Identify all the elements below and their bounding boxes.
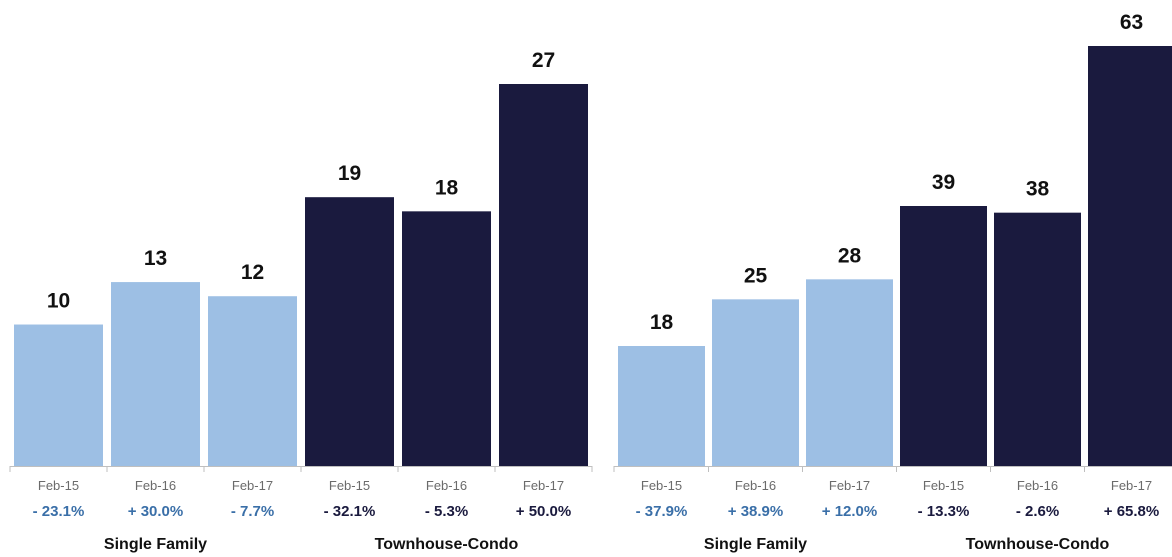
percent-change-label: - 7.7% [231,503,274,520]
x-tick-label: Feb-15 [641,478,682,493]
x-tick-label: Feb-17 [232,478,273,493]
percent-change-label: - 5.3% [425,503,468,520]
x-tick-label: Feb-15 [329,478,370,493]
bar-value-label: 12 [241,261,264,284]
bar-townhouse-condo-feb-15 [900,206,987,466]
bar-single-family-feb-17 [806,279,893,466]
percent-change-label: - 32.1% [324,503,376,520]
percent-change-label: + 30.0% [128,503,183,520]
bar-value-label: 63 [1120,11,1143,34]
bar-single-family-feb-17 [208,296,297,466]
bar-townhouse-condo-feb-16 [994,213,1081,466]
percent-change-label: - 37.9% [636,503,688,520]
x-tick-label: Feb-17 [829,478,870,493]
x-tick-label: Feb-16 [735,478,776,493]
percent-change-label: - 23.1% [33,503,85,520]
bar-single-family-feb-15 [14,325,103,466]
group-label: Single Family [104,536,207,553]
bar-single-family-feb-16 [712,299,799,466]
x-tick-label: Feb-15 [923,478,964,493]
x-tick-label: Feb-17 [1111,478,1152,493]
bar-townhouse-condo-feb-15 [305,197,394,466]
bar-townhouse-condo-feb-16 [402,211,491,466]
x-tick-label: Feb-17 [523,478,564,493]
percent-change-label: + 12.0% [822,503,877,520]
bar-value-label: 25 [744,264,768,287]
bar-value-label: 28 [838,244,862,267]
bar-value-label: 10 [47,290,70,313]
bar-value-label: 13 [144,247,167,270]
percent-change-label: + 50.0% [516,503,571,520]
percent-change-label: - 13.3% [918,503,970,520]
bar-single-family-feb-16 [111,282,200,466]
bar-value-label: 18 [435,176,459,199]
x-tick-label: Feb-16 [135,478,176,493]
bar-value-label: 39 [932,171,955,194]
bar-townhouse-condo-feb-17 [499,84,588,466]
bar-value-label: 19 [338,162,361,185]
chart-2: 18 Feb-15 - 37.9% 25 Feb-16 + 38.9% 28 Feb-17 + … [614,11,1172,553]
bar-single-family-feb-15 [618,346,705,466]
percent-change-label: + 65.8% [1104,503,1159,520]
percent-change-label: + 38.9% [728,503,783,520]
bar-value-label: 18 [650,311,674,334]
group-label: Townhouse-Condo [966,536,1110,553]
x-tick-label: Feb-15 [38,478,79,493]
group-label: Townhouse-Condo [375,536,519,553]
bar-townhouse-condo-feb-17 [1088,46,1172,466]
x-tick-label: Feb-16 [1017,478,1058,493]
bar-value-label: 27 [532,49,555,72]
x-tick-label: Feb-16 [426,478,467,493]
chart-1: 10 Feb-15 - 23.1% 13 Feb-16 + 30.0% 12 Feb-17 - … [10,49,592,553]
percent-change-label: - 2.6% [1016,503,1059,520]
bar-value-label: 38 [1026,178,1050,201]
group-label: Single Family [704,536,807,553]
